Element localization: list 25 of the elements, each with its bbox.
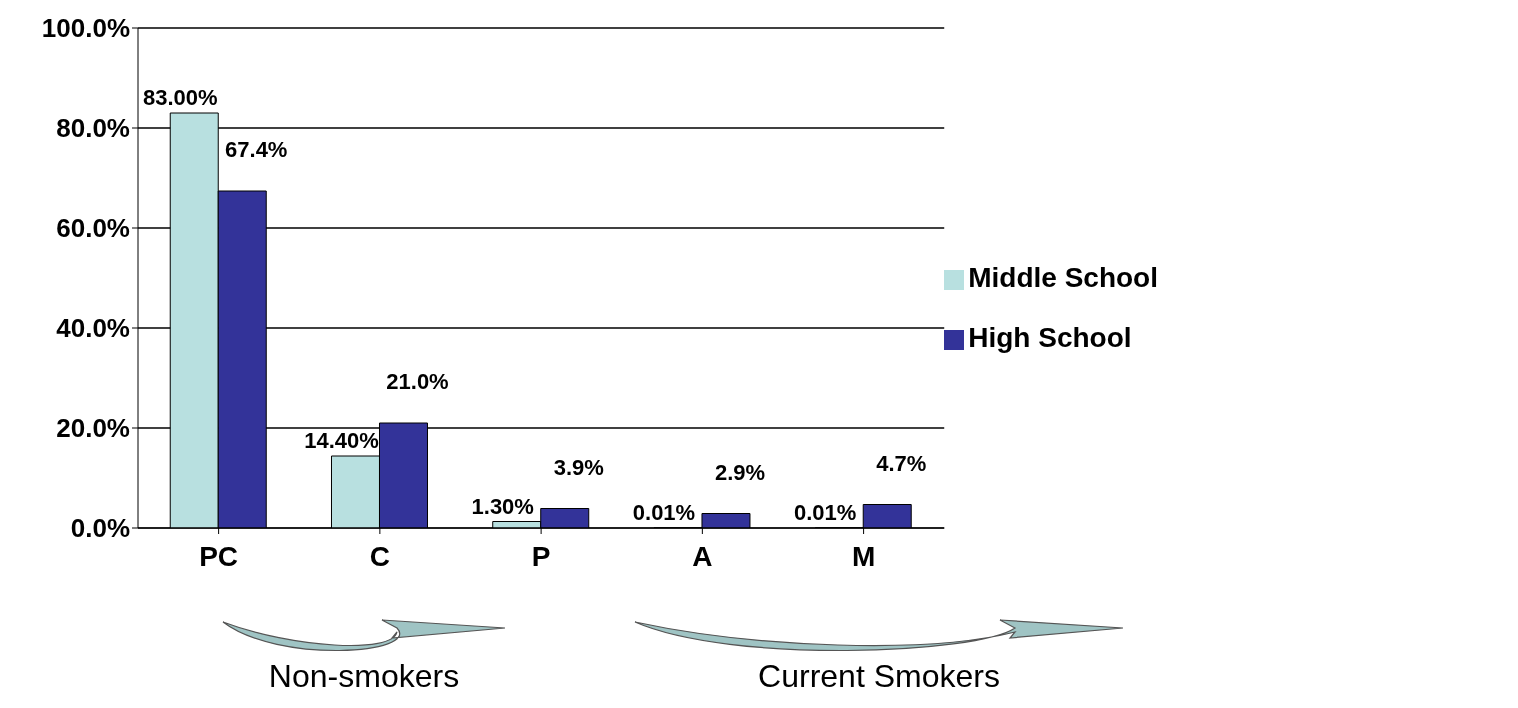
text: Non-smokers <box>267 658 461 695</box>
data-label: 21.0% <box>386 369 449 394</box>
legend-label: Middle School <box>968 262 1158 293</box>
y-tick-label: 0.0% <box>70 513 130 544</box>
data-label: 1.30% <box>471 493 534 519</box>
x-tick-label: PC <box>199 540 239 572</box>
x-tick-label: P <box>531 540 551 572</box>
data-label: 14.40% <box>304 428 379 453</box>
data-label: 2.9% <box>714 459 766 485</box>
data-label: 0.01% <box>794 499 857 525</box>
y-tick-label: 100.0% <box>41 13 130 44</box>
x-tick-label: C <box>369 540 390 572</box>
data-label: 83.00% <box>142 85 218 110</box>
x-tick-label: A <box>692 540 713 572</box>
y-tick-label: 60.0% <box>56 213 130 244</box>
y-tick-label: 20.0% <box>56 413 130 444</box>
text: Current Smokers <box>757 658 1001 695</box>
x-tick-label: M <box>851 540 876 572</box>
y-tick-label: 80.0% <box>56 113 130 144</box>
legend-label: High School <box>968 322 1132 353</box>
data-label: 4.7% <box>876 450 927 476</box>
data-label: 67.4% <box>225 137 288 162</box>
y-tick-label: 40.0% <box>56 313 130 344</box>
data-label: 0.01% <box>632 499 696 525</box>
data-label: 3.9% <box>553 454 604 480</box>
